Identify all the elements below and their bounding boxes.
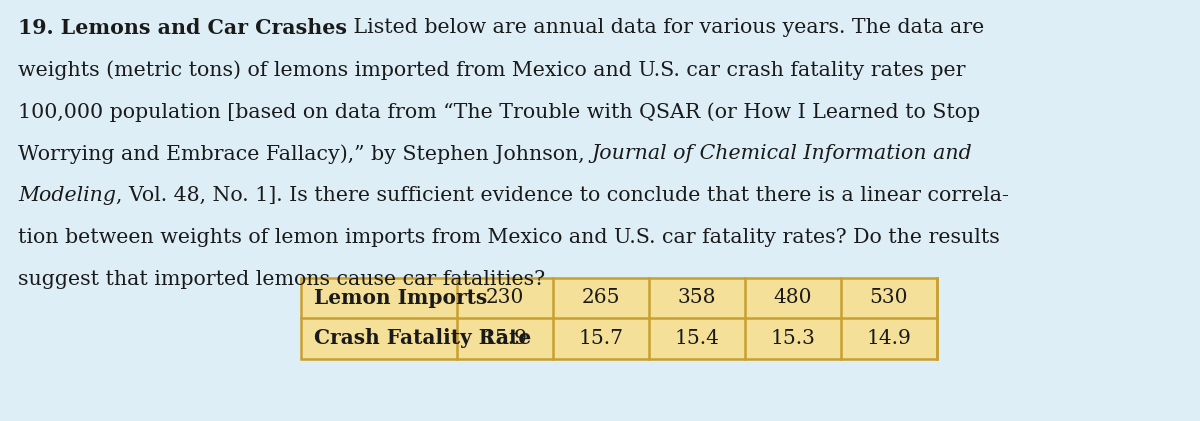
Text: 530: 530 <box>869 288 908 307</box>
Text: Worrying and Embrace Fallacy),” by Stephen Johnson,: Worrying and Embrace Fallacy),” by Steph… <box>18 144 592 164</box>
Text: suggest that imported lemons cause car fatalities?: suggest that imported lemons cause car f… <box>18 270 545 289</box>
Text: 15.4: 15.4 <box>674 329 719 348</box>
Text: Listed below are annual data for various years. The data are: Listed below are annual data for various… <box>347 18 984 37</box>
Text: weights (metric tons) of lemons imported from Mexico and U.S. car crash fatality: weights (metric tons) of lemons imported… <box>18 60 966 80</box>
Text: Lemon Imports: Lemon Imports <box>313 288 487 308</box>
Text: 15.3: 15.3 <box>770 329 815 348</box>
Text: Crash Fatality Rate: Crash Fatality Rate <box>313 328 530 348</box>
Text: , Vol. 48, No. 1]. Is there sufficient evidence to conclude that there is a line: , Vol. 48, No. 1]. Is there sufficient e… <box>116 186 1009 205</box>
Text: Journal of Chemical Information and: Journal of Chemical Information and <box>592 144 972 163</box>
Text: 19. Lemons and Car Crashes: 19. Lemons and Car Crashes <box>18 18 347 38</box>
Text: 14.9: 14.9 <box>866 329 911 348</box>
Text: 265: 265 <box>582 288 620 307</box>
Text: 230: 230 <box>486 288 524 307</box>
Text: 480: 480 <box>774 288 812 307</box>
Text: 100,000 population [based on data from “The Trouble with QSAR (or How I Learned : 100,000 population [based on data from “… <box>18 102 980 122</box>
Text: Modeling: Modeling <box>18 186 116 205</box>
Text: 15.9: 15.9 <box>482 329 527 348</box>
Text: 358: 358 <box>678 288 716 307</box>
Text: tion between weights of lemon imports from Mexico and U.S. car fatality rates? D: tion between weights of lemon imports fr… <box>18 228 1000 247</box>
Text: 15.7: 15.7 <box>578 329 623 348</box>
Bar <box>301 278 937 359</box>
